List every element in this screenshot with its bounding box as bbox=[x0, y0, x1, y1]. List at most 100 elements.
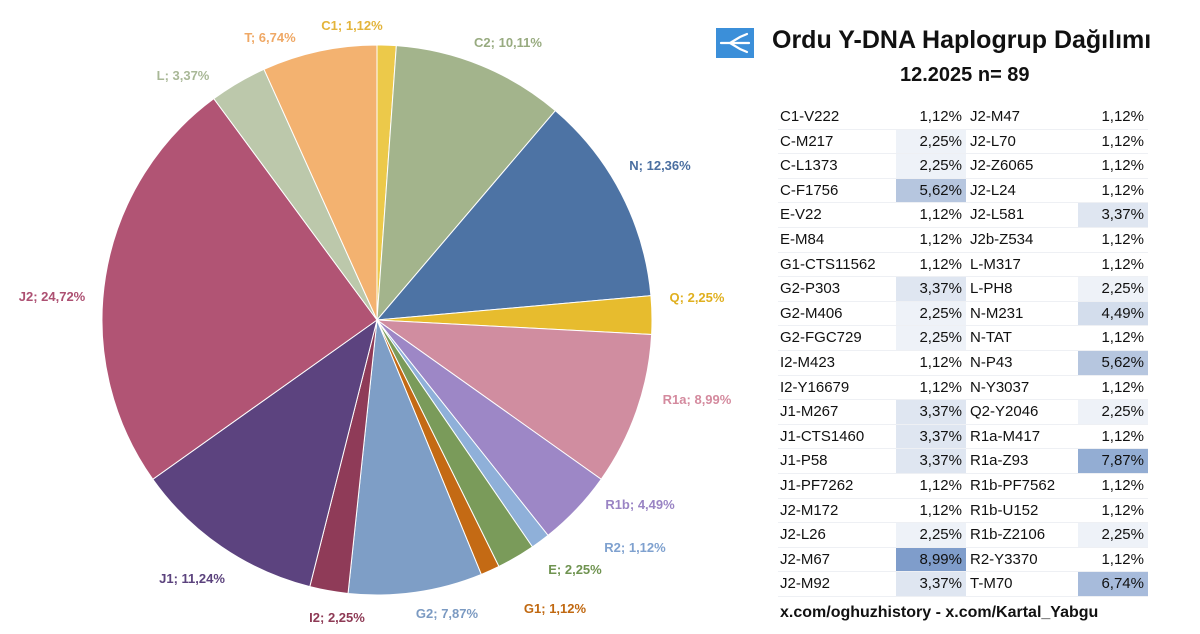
haplogroup-percent: 1,12% bbox=[896, 474, 966, 499]
haplogroup-name: C1-V222 bbox=[778, 105, 896, 130]
haplogroup-percent: 3,37% bbox=[1078, 203, 1148, 228]
table-row: E-V22 1,12% J2-L581 3,37% bbox=[778, 203, 1182, 228]
haplogroup-percent: 2,25% bbox=[896, 523, 966, 548]
haplogroup-percent: 3,37% bbox=[896, 424, 966, 450]
slice-label: C1; 1,12% bbox=[321, 18, 383, 33]
haplogroup-name: T-M70 bbox=[966, 572, 1078, 597]
haplogroup-percent: 1,12% bbox=[1078, 376, 1148, 401]
haplogroup-name: R1b-PF7562 bbox=[966, 474, 1078, 499]
haplogroup-name: J2-L26 bbox=[778, 523, 896, 548]
haplogroup-name: J1-CTS1460 bbox=[778, 425, 896, 450]
table-row: J2-L26 2,25% R1b-Z2106 2,25% bbox=[778, 523, 1182, 548]
haplogroup-percent: 1,12% bbox=[896, 253, 966, 278]
haplogroup-name: N-M231 bbox=[966, 302, 1078, 327]
table-row: I2-M423 1,12% N-P43 5,62% bbox=[778, 350, 1182, 376]
haplogroup-percent: 3,37% bbox=[896, 277, 966, 302]
slice-label: J1; 11,24% bbox=[159, 571, 225, 586]
haplogroup-name: J2-L24 bbox=[966, 179, 1078, 204]
haplogroup-name: G2-FGC729 bbox=[778, 326, 896, 351]
pie-slice bbox=[375, 109, 652, 321]
table-row: G2-FGC729 2,25% N-TAT 1,12% bbox=[778, 326, 1182, 351]
haplogroup-percent: 1,12% bbox=[896, 228, 966, 253]
table-row: J1-M267 3,37% Q2-Y2046 2,25% bbox=[778, 400, 1182, 425]
haplogroup-percent: 2,25% bbox=[1078, 523, 1148, 548]
haplogroup-name: N-P43 bbox=[966, 351, 1078, 376]
haplogroup-percent: 2,25% bbox=[896, 326, 966, 351]
haplogroup-name: J2-Z6065 bbox=[966, 154, 1078, 179]
haplogroup-percent: 8,99% bbox=[896, 547, 966, 573]
table-row: C1-V222 1,12% J2-M47 1,12% bbox=[778, 105, 1182, 130]
table-row: C-L1373 2,25% J2-Z6065 1,12% bbox=[778, 154, 1182, 179]
haplogroup-name: J2-L70 bbox=[966, 130, 1078, 155]
pie-slice bbox=[375, 319, 653, 480]
table-row: E-M84 1,12% J2b-Z534 1,12% bbox=[778, 228, 1182, 253]
logo-icon bbox=[716, 28, 754, 58]
haplogroup-percent: 1,12% bbox=[896, 203, 966, 228]
haplogroup-percent: 3,37% bbox=[896, 449, 966, 474]
slice-label: E; 2,25% bbox=[548, 562, 602, 577]
haplogroup-name: J1-P58 bbox=[778, 449, 896, 474]
haplogroup-table: C1-V222 1,12% J2-M47 1,12% C-M217 2,25% J2-L70… bbox=[778, 105, 1182, 599]
haplogroup-percent: 7,87% bbox=[1078, 449, 1148, 474]
haplogroup-percent: 2,25% bbox=[896, 301, 966, 327]
haplogroup-percent: 1,12% bbox=[1078, 130, 1148, 155]
pie-chart: C1; 1,12% C2; 10,11% N; 12,36% Q; 2,25% R1a;… bbox=[19, 18, 732, 625]
slice-label: G2; 7,87% bbox=[416, 606, 479, 621]
haplogroup-percent: 1,12% bbox=[1078, 326, 1148, 351]
haplogroup-name: J1-PF7262 bbox=[778, 474, 896, 499]
haplogroup-name: J2-M92 bbox=[778, 572, 896, 597]
slice-label: N; 12,36% bbox=[629, 158, 691, 173]
slice-label: Q; 2,25% bbox=[670, 290, 725, 305]
haplogroup-percent: 1,12% bbox=[1078, 474, 1148, 499]
haplogroup-percent: 5,62% bbox=[1078, 350, 1148, 376]
haplogroup-percent: 1,12% bbox=[1078, 154, 1148, 179]
slice-label: C2; 10,11% bbox=[474, 35, 542, 50]
haplogroup-name: Q2-Y2046 bbox=[966, 400, 1078, 425]
haplogroup-name: C-F1756 bbox=[778, 179, 896, 204]
haplogroup-percent: 1,12% bbox=[1078, 548, 1148, 573]
footer-credits: x.com/oghuzhistory - x.com/Kartal_Yabgu bbox=[780, 604, 1099, 621]
haplogroup-name: J2-M47 bbox=[966, 105, 1078, 130]
haplogroup-percent: 1,12% bbox=[896, 499, 966, 524]
haplogroup-name: R1b-Z2106 bbox=[966, 523, 1078, 548]
haplogroup-percent: 2,25% bbox=[896, 129, 966, 155]
haplogroup-name: J2-M172 bbox=[778, 499, 896, 524]
haplogroup-name: C-M217 bbox=[778, 130, 896, 155]
haplogroup-name: R1a-Z93 bbox=[966, 449, 1078, 474]
table-row: G2-P303 3,37% L-PH8 2,25% bbox=[778, 277, 1182, 302]
slice-label: R2; 1,12% bbox=[604, 540, 666, 555]
haplogroup-name: L-M317 bbox=[966, 253, 1078, 278]
haplogroup-percent: 1,12% bbox=[1078, 253, 1148, 278]
haplogroup-percent: 6,74% bbox=[1078, 572, 1148, 597]
page-subtitle: 12.2025 n= 89 bbox=[900, 64, 1030, 86]
table-row: J1-P58 3,37% R1a-Z93 7,87% bbox=[778, 449, 1182, 474]
haplogroup-percent: 3,37% bbox=[896, 400, 966, 425]
haplogroup-percent: 1,12% bbox=[896, 105, 966, 130]
haplogroup-percent: 3,37% bbox=[896, 572, 966, 597]
table-row: J2-M172 1,12% R1b-U152 1,12% bbox=[778, 499, 1182, 524]
haplogroup-percent: 1,12% bbox=[1078, 499, 1148, 524]
pie-slice bbox=[101, 97, 378, 480]
haplogroup-name: J2-M67 bbox=[778, 548, 896, 573]
slice-label: J2; 24,72% bbox=[19, 289, 86, 304]
haplogroup-name: L-PH8 bbox=[966, 277, 1078, 302]
haplogroup-name: I2-Y16679 bbox=[778, 376, 896, 401]
haplogroup-percent: 2,25% bbox=[1078, 277, 1148, 302]
table-row: J2-M67 8,99% R2-Y3370 1,12% bbox=[778, 547, 1182, 573]
haplogroup-name: N-TAT bbox=[966, 326, 1078, 351]
slice-label: G1; 1,12% bbox=[524, 601, 587, 616]
table-row: J1-CTS1460 3,37% R1a-M417 1,12% bbox=[778, 424, 1182, 450]
haplogroup-percent: 1,12% bbox=[1078, 228, 1148, 253]
haplogroup-name: E-V22 bbox=[778, 203, 896, 228]
haplogroup-name: N-Y3037 bbox=[966, 376, 1078, 401]
pie-slice bbox=[376, 45, 557, 322]
haplogroup-name: J2b-Z534 bbox=[966, 228, 1078, 253]
haplogroup-name: R1a-M417 bbox=[966, 425, 1078, 450]
pie-slice bbox=[152, 318, 378, 588]
haplogroup-name: G1-CTS11562 bbox=[778, 253, 896, 278]
page-title: Ordu Y-DNA Haplogrup Dağılımı bbox=[772, 26, 1152, 54]
haplogroup-percent: 1,12% bbox=[1078, 425, 1148, 450]
pie-slice bbox=[347, 319, 482, 596]
table-row: J2-M92 3,37% T-M70 6,74% bbox=[778, 572, 1182, 597]
haplogroup-name: G2-P303 bbox=[778, 277, 896, 302]
